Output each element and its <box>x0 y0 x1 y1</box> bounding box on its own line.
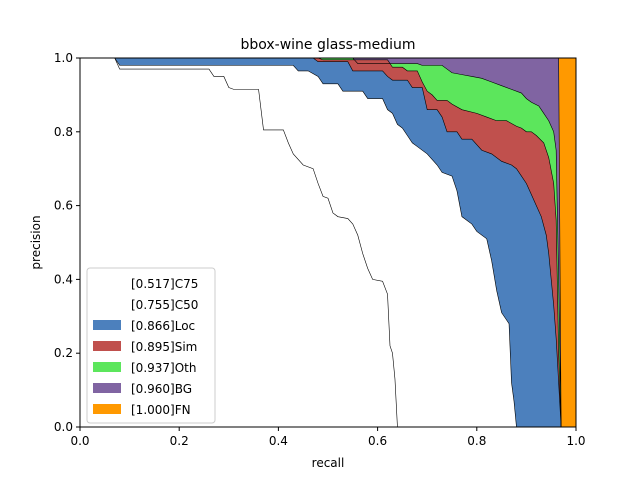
outline-0-517-c75 <box>80 57 398 428</box>
legend-swatch <box>93 278 121 288</box>
legend-label: [0.866]Loc <box>131 319 195 333</box>
legend-swatch <box>93 404 121 414</box>
x-tick-label: 0.4 <box>269 434 288 448</box>
x-axis-label: recall <box>312 456 345 470</box>
x-tick-label: 0.8 <box>467 434 486 448</box>
y-tick-label: 0.6 <box>54 199 73 213</box>
y-tick-label: 1.0 <box>54 51 73 65</box>
legend-label: [0.937]Oth <box>131 361 196 375</box>
legend-label: [0.517]C75 <box>131 277 198 291</box>
legend-swatch <box>93 320 121 330</box>
x-tick-label: 0.6 <box>368 434 387 448</box>
legend-swatch <box>93 341 121 351</box>
outline-0-866-loc <box>80 57 562 428</box>
legend-label: [1.000]FN <box>131 403 191 417</box>
x-tick-label: 1.0 <box>566 434 585 448</box>
y-tick-label: 0.4 <box>54 272 73 286</box>
outline-0-755-c50 <box>80 57 517 428</box>
y-tick-label: 0.2 <box>54 346 73 360</box>
x-tick-label: 0.0 <box>70 434 89 448</box>
legend-swatch <box>93 299 121 309</box>
y-axis-label: precision <box>29 215 43 269</box>
outline-0-895-sim <box>80 57 562 428</box>
outline-0-937-oth <box>80 57 562 428</box>
y-tick-label: 0.0 <box>54 420 73 434</box>
legend-label: [0.960]BG <box>131 382 192 396</box>
x-tick-label: 0.2 <box>170 434 189 448</box>
plot-frame <box>79 57 577 428</box>
legend-label: [0.755]C50 <box>131 298 198 312</box>
y-tick-label: 0.8 <box>54 125 73 139</box>
chart-title: bbox-wine glass-medium <box>240 37 415 53</box>
x-axis-ticks: 0.0 0.2 0.4 0.6 0.8 1.0 <box>70 427 586 448</box>
legend-label: [0.895]Sim <box>131 340 197 354</box>
legend-swatch <box>93 362 121 372</box>
legend: [0.517]C75 [0.755]C50 [0.866]Loc [0.895]Sim… <box>86 267 216 424</box>
y-axis-ticks: 0.0 0.2 0.4 0.6 0.8 1.0 <box>54 51 80 434</box>
legend-swatch <box>93 383 121 393</box>
